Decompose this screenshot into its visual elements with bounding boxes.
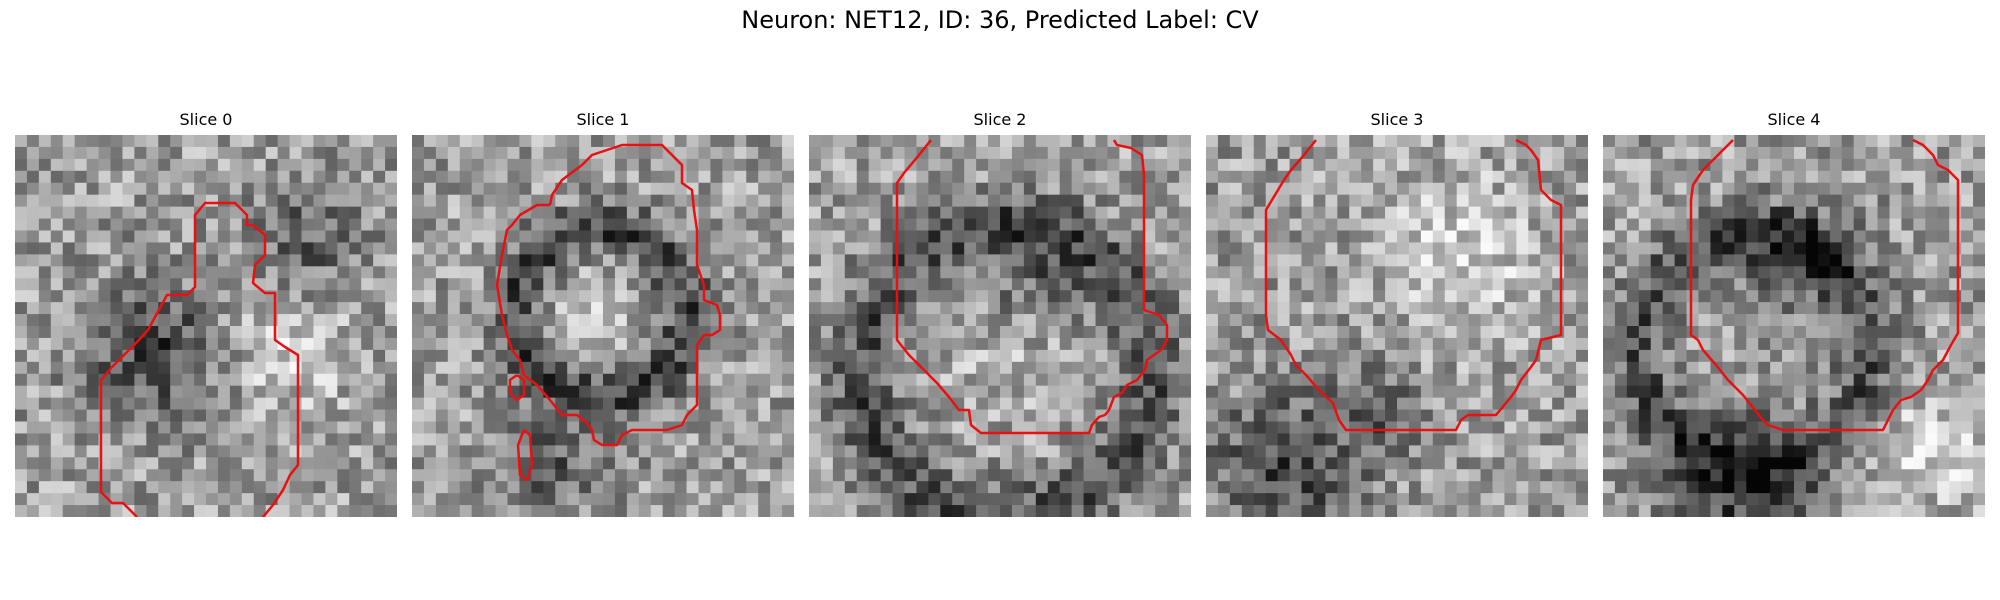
slice-panel-0: Slice 0	[15, 110, 397, 517]
slice-title: Slice 2	[973, 110, 1027, 129]
slice-image-canvas	[15, 135, 397, 517]
slice-image-canvas	[1603, 135, 1985, 517]
slice-panel-4: Slice 4	[1603, 110, 1985, 517]
figure-title: Neuron: NET12, ID: 36, Predicted Label: …	[741, 6, 1259, 34]
slice-image	[1206, 135, 1588, 517]
segmentation-contour	[1264, 138, 1563, 432]
pixel-grid	[1603, 135, 1985, 517]
slice-image-canvas	[809, 135, 1191, 517]
segmentation-contour	[508, 373, 526, 402]
slice-image	[1603, 135, 1985, 517]
segmentation-contour	[1689, 138, 1960, 432]
slice-title: Slice 4	[1767, 110, 1821, 129]
slice-panel-1: Slice 1	[412, 110, 794, 517]
segmentation-contour	[495, 143, 722, 447]
slice-image	[809, 135, 1191, 517]
segmentation-contour	[99, 201, 300, 517]
slice-panel-2: Slice 2	[809, 110, 1191, 517]
pixel-grid	[412, 135, 794, 517]
slice-image-canvas	[1206, 135, 1588, 517]
segmentation-contour	[516, 429, 534, 482]
slice-panel-3: Slice 3	[1206, 110, 1588, 517]
pixel-grid	[1206, 135, 1588, 517]
slice-title: Slice 1	[576, 110, 630, 129]
pixel-grid	[809, 135, 1191, 517]
slice-image-canvas	[412, 135, 794, 517]
slice-image	[15, 135, 397, 517]
slice-title: Slice 3	[1370, 110, 1424, 129]
pixel-grid	[15, 135, 397, 517]
slice-image	[412, 135, 794, 517]
segmentation-contour	[895, 139, 1169, 435]
slice-title: Slice 0	[179, 110, 233, 129]
